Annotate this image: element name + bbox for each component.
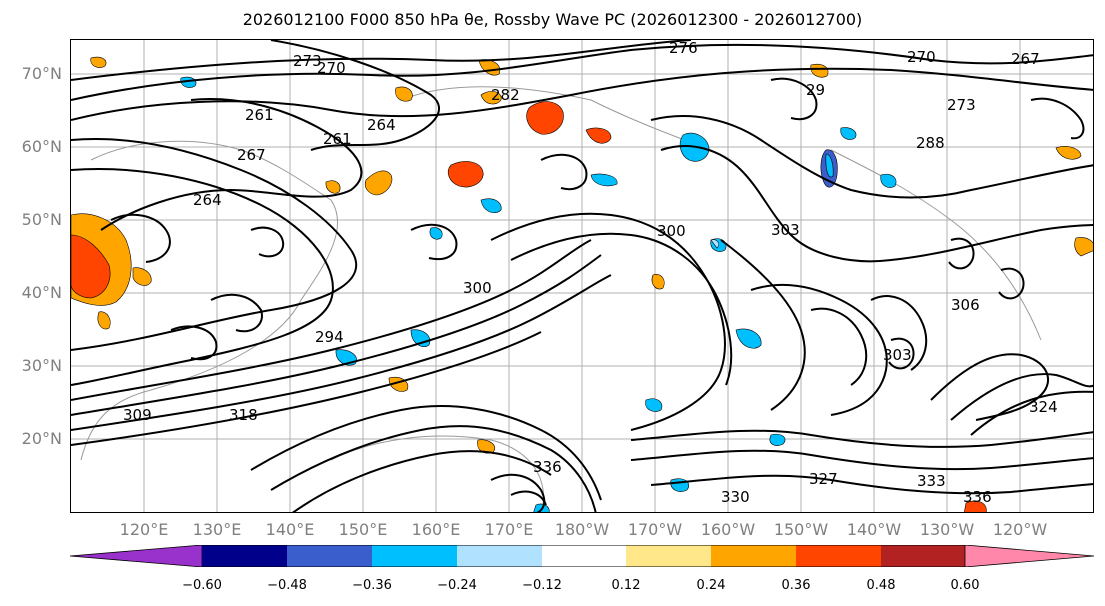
colorbar-tick: 0.36 <box>781 578 811 593</box>
contour-label: 264 <box>367 116 396 134</box>
lon-label-160w: 160°W <box>700 520 756 539</box>
contour-label: 303 <box>883 346 912 364</box>
colorbar-tick: −0.60 <box>182 578 222 593</box>
contour-label: 324 <box>1029 398 1058 416</box>
contour-label: 300 <box>463 279 492 297</box>
contour-label: 282 <box>491 86 520 104</box>
contour-label: 288 <box>916 134 945 152</box>
contour-label: 336 <box>533 458 562 476</box>
colorbar-tick: −0.36 <box>352 578 392 593</box>
contour-label: 267 <box>237 146 266 164</box>
positive-anomaly-patches <box>71 56 1093 512</box>
colorbar-bin <box>457 545 542 567</box>
colorbar-bin <box>372 545 457 567</box>
colorbar-tick: 0.48 <box>866 578 896 593</box>
map-title: 2026012100 F000 850 hPa θe, Rossby Wave … <box>242 10 863 29</box>
lon-label-140e: 140°E <box>265 520 315 539</box>
lon-label-150e: 150°E <box>338 520 388 539</box>
contour-label: 276 <box>669 40 698 57</box>
contour-labels: 273 270 276 270 267 264 261 261 264 267 … <box>123 40 1058 506</box>
colorbar-bin <box>542 545 626 567</box>
lon-label-150w: 150°W <box>773 520 829 539</box>
contour-label: 270 <box>907 48 936 66</box>
contour-label: 261 <box>323 130 352 148</box>
colorbar-tick: −0.12 <box>522 578 562 593</box>
colorbar-bin <box>881 545 965 567</box>
contour-label: 330 <box>721 488 750 506</box>
colorbar-tick: −0.48 <box>267 578 307 593</box>
map-panel: 273 270 276 270 267 264 261 261 264 267 … <box>70 39 1094 513</box>
lon-label-170e: 170°E <box>484 520 534 539</box>
contour-label: 294 <box>315 328 344 346</box>
colorbar-tick: 0.12 <box>611 578 641 593</box>
lon-label-120w: 120°W <box>992 520 1048 539</box>
colorbar-extend-right <box>964 545 1094 567</box>
contour-label: 273 <box>293 52 322 70</box>
colorbar-bin <box>626 545 711 567</box>
contour-label: 29 <box>806 81 825 99</box>
colorbar-bin <box>202 545 287 567</box>
colorbar-extend-left <box>70 545 203 567</box>
lon-label-120e: 120°E <box>119 520 169 539</box>
lat-label-70n: 70°N <box>21 64 62 83</box>
lon-label-160e: 160°E <box>411 520 461 539</box>
colorbar-bin <box>796 545 881 567</box>
lat-label-50n: 50°N <box>21 210 62 229</box>
contour-label: 267 <box>1011 50 1040 68</box>
lon-label-130w: 130°W <box>919 520 975 539</box>
contour-label: 333 <box>917 472 946 490</box>
colorbar-bin <box>711 545 796 567</box>
colorbar-tick: 0.60 <box>950 578 980 593</box>
contour-label: 303 <box>771 221 800 239</box>
colorbar <box>70 545 1094 567</box>
lon-label-140w: 140°W <box>846 520 902 539</box>
colorbar-bin <box>287 545 372 567</box>
lat-label-30n: 30°N <box>21 356 62 375</box>
lat-label-40n: 40°N <box>21 283 62 302</box>
lon-label-180w: 180°W <box>554 520 610 539</box>
lat-label-20n: 20°N <box>21 429 62 448</box>
theta-e-contours <box>71 40 1093 512</box>
contour-label: 300 <box>657 222 686 240</box>
contour-label: 273 <box>947 96 976 114</box>
contour-label: 309 <box>123 406 152 424</box>
colorbar-tick: 0.24 <box>696 578 726 593</box>
graticule <box>71 40 1093 512</box>
lon-label-170w: 170°W <box>627 520 683 539</box>
map-canvas: 273 270 276 270 267 264 261 261 264 267 … <box>71 40 1093 512</box>
contour-label: 270 <box>317 59 346 77</box>
coastlines <box>80 86 1042 512</box>
lat-label-60n: 60°N <box>21 137 62 156</box>
contour-label: 327 <box>809 470 838 488</box>
colorbar-tick: −0.24 <box>437 578 477 593</box>
contour-label: 261 <box>245 106 274 124</box>
contour-label: 306 <box>951 296 980 314</box>
contour-label: 264 <box>193 191 222 209</box>
contour-label: 336 <box>963 488 992 506</box>
contour-label: 318 <box>229 406 258 424</box>
lon-label-130e: 130°E <box>192 520 242 539</box>
negative-anomaly-patches <box>180 76 897 512</box>
